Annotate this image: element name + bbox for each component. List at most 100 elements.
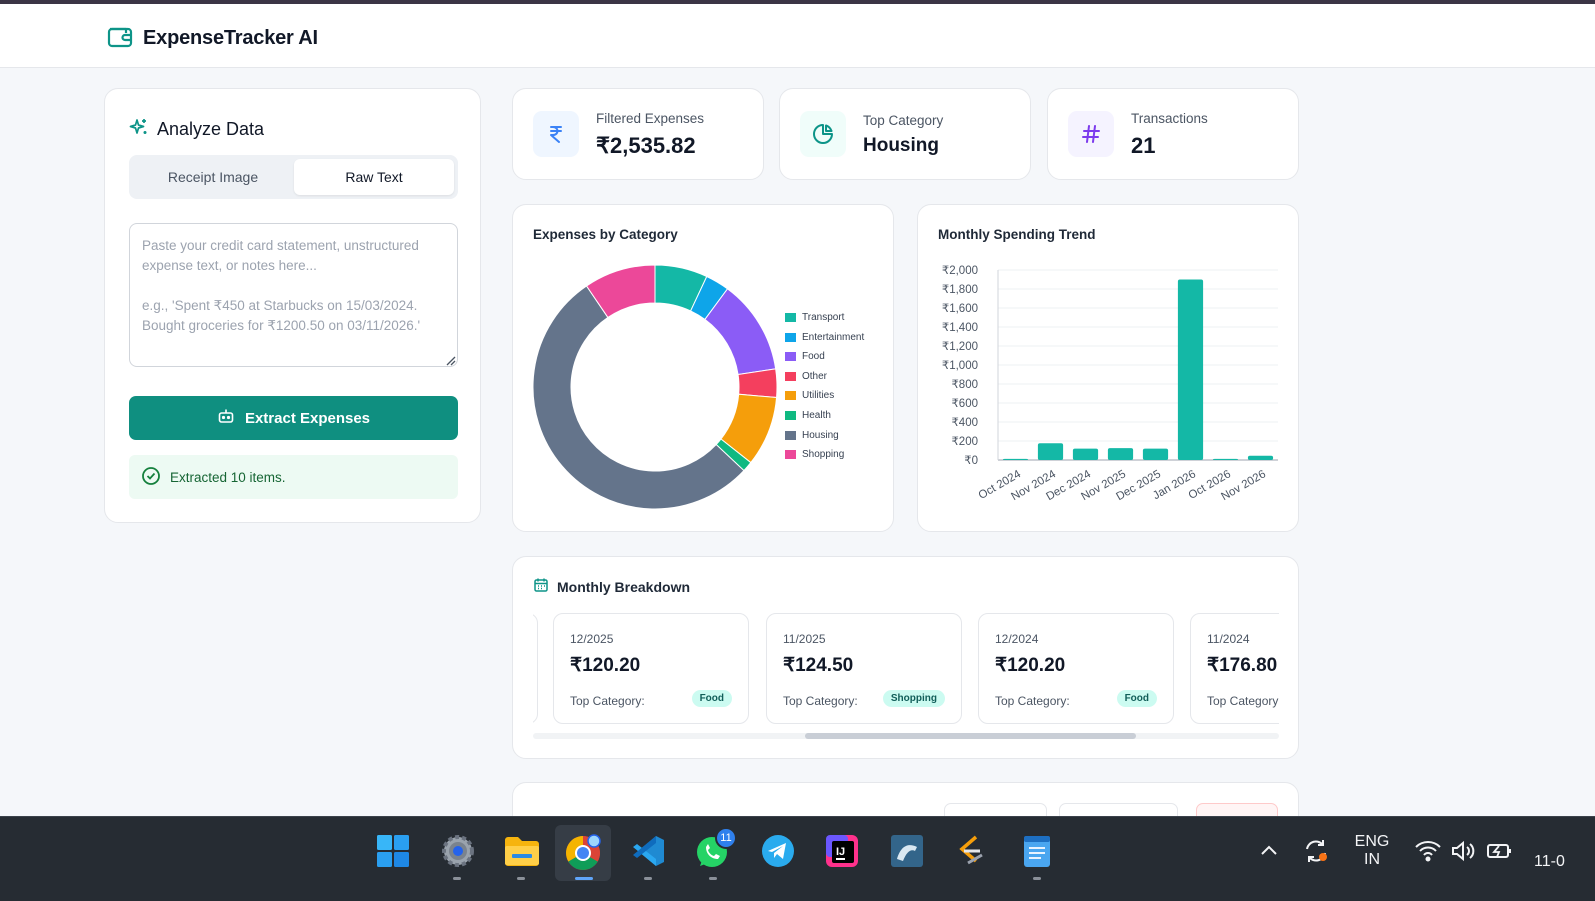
pie-slice-shopping[interactable] (585, 264, 656, 319)
month-card[interactable]: 11/2024 ₹176.80 Top Category: (1190, 613, 1279, 724)
y-tick-label: ₹1,200 (942, 341, 978, 353)
pie-slice-housing[interactable] (532, 285, 745, 510)
y-tick-label: ₹1,000 (942, 360, 978, 372)
tab-raw-text[interactable]: Raw Text (294, 159, 454, 195)
resize-handle-icon[interactable] (444, 353, 456, 371)
intellij-icon[interactable]: IJ (822, 831, 862, 871)
stat-filtered-expenses: Filtered Expenses ₹2,535.82 (512, 88, 764, 180)
month-amount: ₹120.20 (995, 655, 1066, 676)
month-card[interactable]: 11/2025 ₹124.50 Top Category: Shopping (766, 613, 962, 724)
legend-label: Housing (802, 429, 839, 441)
month-amount: ₹176.80 (1207, 655, 1278, 676)
category-badge: Shopping (882, 690, 945, 707)
bar-oct-2024[interactable] (1002, 458, 1029, 460)
legend-item-housing[interactable]: Housing (785, 430, 839, 441)
chrome-icon[interactable] (555, 825, 611, 881)
stat-label: Transactions (1131, 111, 1208, 126)
y-tick-label: ₹1,600 (942, 303, 978, 315)
stat-transactions: Transactions 21 (1047, 88, 1299, 180)
analyze-title: Analyze Data (157, 119, 265, 139)
legend-swatch (785, 371, 796, 381)
stat-value: Housing (863, 135, 939, 156)
whatsapp-icon[interactable]: 11 (693, 827, 737, 871)
brand[interactable]: ExpenseTracker AI (106, 22, 318, 55)
calendar-icon (533, 577, 549, 596)
legend-label: Health (802, 410, 831, 421)
tab-receipt-image[interactable]: Receipt Image (167, 169, 259, 185)
telegram-icon[interactable] (758, 831, 798, 871)
clock[interactable]: 11-0 (1534, 853, 1565, 870)
month-card[interactable]: 12/2025 ₹120.20 Top Category: Food (553, 613, 749, 724)
settings-icon[interactable] (438, 831, 478, 871)
status-text: Extracted 10 items. (170, 469, 286, 485)
horizontal-scrollbar[interactable] (533, 733, 1279, 739)
running-indicator (1033, 877, 1041, 880)
notepad-icon[interactable] (1017, 831, 1057, 871)
legend-swatch (785, 332, 796, 342)
legend-item-utilities[interactable]: Utilities (785, 390, 834, 401)
vscode-icon[interactable] (628, 831, 668, 871)
month-date: 11/2025 (783, 632, 826, 646)
file-explorer-icon[interactable] (502, 831, 542, 871)
legend-item-entertainment[interactable]: Entertainment (785, 332, 864, 343)
bar-oct-2026[interactable] (1212, 458, 1239, 460)
status-message: Extracted 10 items. (129, 455, 458, 499)
sublime-icon[interactable] (952, 831, 992, 871)
category-badge: Food (1116, 690, 1157, 707)
month-card[interactable]: 12/2024 ₹120.20 Top Category: Food (978, 613, 1174, 724)
chevron-up-icon[interactable] (1259, 843, 1279, 862)
bot-icon (217, 407, 235, 429)
month-top-label: Top Category: (570, 694, 645, 708)
y-tick-label: ₹1,400 (942, 322, 978, 334)
extract-expenses-button[interactable]: Extract Expenses (129, 396, 458, 440)
running-indicator (709, 877, 717, 880)
battery-charging-icon[interactable] (1486, 839, 1514, 868)
language-code: ENG (1354, 833, 1390, 850)
bar-chart: ₹0 ₹200 ₹400 ₹600 ₹800 ₹1,000 ₹1,200 ₹1,400 ₹1,6… (942, 265, 1278, 503)
bar-nov-2026[interactable] (1247, 455, 1274, 460)
legend-item-shopping[interactable]: Shopping (785, 449, 844, 460)
pie-slice-other[interactable] (737, 368, 778, 399)
hash-icon (1068, 111, 1114, 157)
check-circle-icon (141, 466, 161, 489)
breakdown-scroller[interactable]: 12/2025 ₹120.20 Top Category: Food 11/20… (533, 612, 1279, 726)
legend-swatch (785, 430, 796, 440)
legend-label: Food (802, 351, 825, 363)
bar-nov-2024[interactable] (1037, 443, 1064, 460)
scrollbar-thumb[interactable] (805, 733, 1136, 739)
analyze-header: Analyze Data (129, 117, 264, 142)
stat-top-category: Top Category Housing (779, 88, 1031, 180)
y-tick-label: ₹200 (951, 436, 978, 448)
bar-dec-2024[interactable] (1072, 448, 1099, 460)
monthly-breakdown-title: Monthly Breakdown (557, 578, 691, 595)
language-indicator[interactable]: ENG IN (1352, 833, 1392, 869)
pie-chart-icon (800, 111, 846, 157)
legend-item-health[interactable]: Health (785, 410, 831, 421)
mysql-workbench-icon[interactable] (887, 831, 927, 871)
bar-nov-2025[interactable] (1107, 448, 1134, 460)
bar-chart-title: Monthly Spending Trend (938, 227, 1096, 242)
bar-jan-2026[interactable] (1177, 279, 1204, 461)
notification-badge: 11 (715, 827, 737, 849)
volume-icon[interactable] (1450, 839, 1476, 868)
raw-text-input[interactable]: Paste your credit card statement, unstru… (129, 223, 458, 367)
month-date: 12/2024 (995, 632, 1039, 646)
legend-swatch (785, 313, 796, 322)
monthly-spending-trend-card: Monthly Spending Trend ₹0 ₹200 ₹400 ₹600 ₹80… (917, 204, 1299, 532)
windows-start-icon[interactable] (373, 831, 413, 871)
legend-swatch (785, 450, 796, 460)
legend-item-other[interactable]: Other (785, 371, 827, 382)
bar-dec-2025[interactable] (1142, 448, 1169, 460)
month-card[interactable] (533, 613, 538, 724)
category-badge: Food (691, 690, 732, 707)
legend-item-food[interactable]: Food (785, 351, 825, 362)
sparkles-icon (129, 117, 149, 142)
wifi-icon[interactable] (1414, 839, 1442, 868)
monthly-breakdown-header: Monthly Breakdown (533, 577, 690, 596)
taskbar: 11 IJ (0, 816, 1595, 901)
monthly-breakdown-card: Monthly Breakdown 12/2025 ₹120.20 Top Ca… (512, 556, 1299, 759)
legend-item-transport[interactable]: Transport (785, 312, 844, 323)
donut-chart (532, 264, 778, 510)
sync-icon[interactable] (1302, 837, 1330, 870)
legend-label: Other (802, 370, 828, 382)
